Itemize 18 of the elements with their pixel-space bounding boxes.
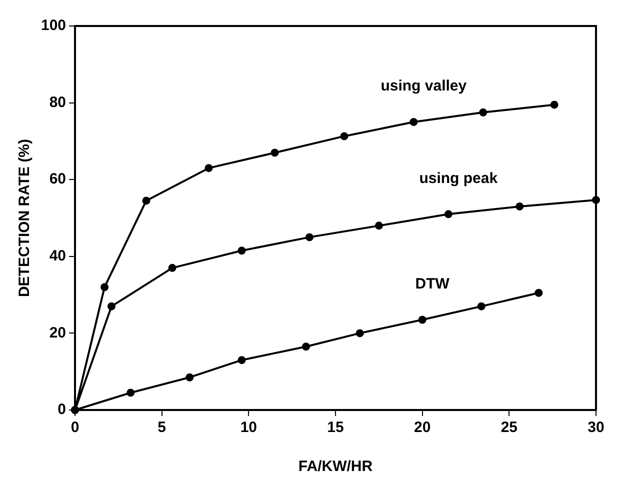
x-tick-label: 5 xyxy=(158,419,166,436)
x-tick-label: 15 xyxy=(327,419,344,436)
y-tick-label: 40 xyxy=(49,248,66,265)
x-tick-label: 30 xyxy=(588,419,604,436)
series-label: DTW xyxy=(415,275,450,292)
y-tick-label: 100 xyxy=(40,17,66,34)
y-tick-label: 80 xyxy=(49,94,66,111)
series-label: using peak xyxy=(419,170,498,187)
x-tick-label: 25 xyxy=(500,419,518,436)
x-tick-label: 10 xyxy=(240,419,258,436)
y-tick-label: 20 xyxy=(49,324,66,342)
y-axis-title: DETECTION RATE (%) xyxy=(16,138,34,298)
series-label: using valley xyxy=(380,78,468,95)
x-axis-title: FA/KW/HR xyxy=(298,458,373,476)
y-tick-label: 60 xyxy=(49,170,66,188)
x-tick-label: 20 xyxy=(414,419,431,436)
x-tick-label: 0 xyxy=(70,419,80,436)
y-tick-label: 0 xyxy=(58,401,66,418)
